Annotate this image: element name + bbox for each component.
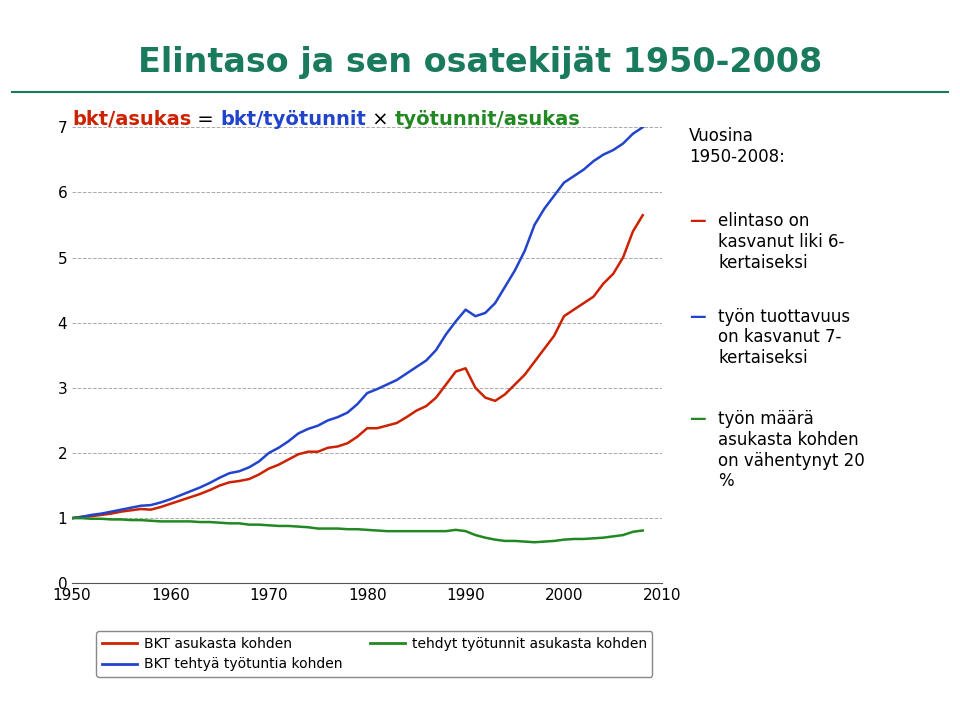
Text: —: —: [689, 212, 706, 230]
Text: bkt/asukas: bkt/asukas: [72, 110, 191, 129]
Text: bkt/työtunnit: bkt/työtunnit: [220, 110, 366, 129]
Text: elintaso on
kasvanut liki 6-
kertaiseksi: elintaso on kasvanut liki 6- kertaiseksi: [718, 212, 845, 271]
Text: —: —: [689, 308, 706, 325]
Text: HSE: HSE: [24, 19, 70, 39]
Text: työn määrä
asukasta kohden
on vähentynyt 20
%: työn määrä asukasta kohden on vähentynyt…: [718, 410, 865, 491]
Text: Elintaso ja sen osatekijät 1950-2008: Elintaso ja sen osatekijät 1950-2008: [138, 46, 822, 79]
Text: Vuosina
1950-2008:: Vuosina 1950-2008:: [689, 127, 785, 166]
Text: työn tuottavuus
on kasvanut 7-
kertaiseksi: työn tuottavuus on kasvanut 7- kertaisek…: [718, 308, 851, 367]
Text: =: =: [191, 110, 220, 129]
Text: työtunnit/asukas: työtunnit/asukas: [395, 110, 581, 129]
Text: —: —: [689, 410, 706, 428]
Legend: BKT asukasta kohden, BKT tehtyä työtuntia kohden, tehdyt työtunnit asukasta kohd: BKT asukasta kohden, BKT tehtyä työtunti…: [96, 631, 653, 677]
Text: ×: ×: [366, 110, 395, 129]
